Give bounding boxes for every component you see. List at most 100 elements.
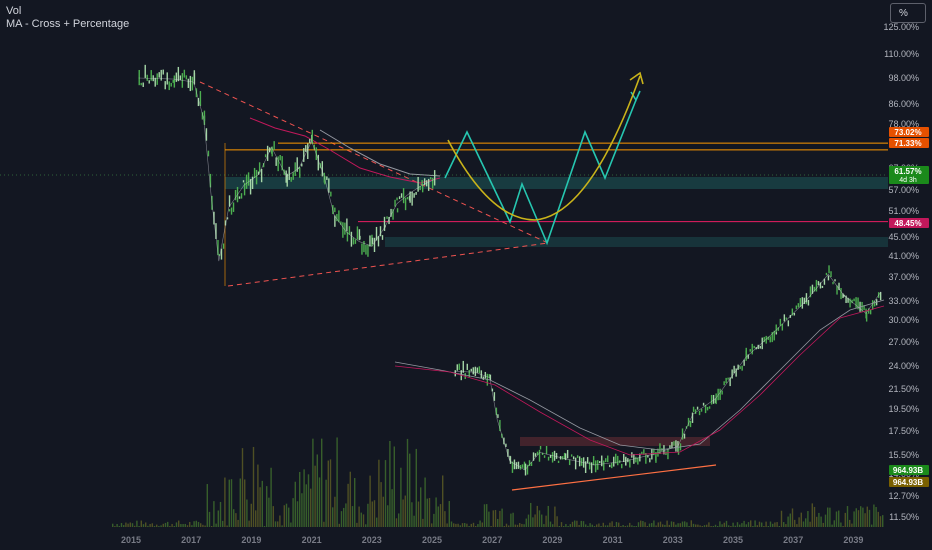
- price-candle: [413, 193, 415, 198]
- price-candle: [228, 209, 231, 212]
- price-candle: [146, 74, 148, 81]
- price-candle: [689, 420, 692, 428]
- price-candle: [834, 279, 836, 282]
- volume-bar: [140, 520, 142, 527]
- volume-bar: [569, 524, 571, 527]
- price-candle: [605, 458, 607, 463]
- price-candle: [245, 174, 248, 189]
- price-candle: [702, 402, 705, 406]
- volume-bar: [442, 475, 444, 527]
- volume-bar: [371, 501, 373, 527]
- price-candle: [545, 445, 548, 455]
- price-candle: [262, 163, 265, 168]
- price-candle: [433, 170, 436, 186]
- price-candle: [207, 150, 210, 157]
- volume-bar: [129, 522, 131, 527]
- price-candle: [838, 282, 840, 291]
- price-candle: [517, 461, 520, 469]
- volume-bar: [732, 522, 734, 527]
- price-candle: [691, 412, 694, 423]
- volume-bar: [211, 526, 213, 527]
- volume-bar: [675, 524, 677, 527]
- price-candle: [551, 452, 554, 463]
- price-candle: [735, 368, 737, 377]
- volume-bar: [248, 520, 250, 527]
- volume-bar: [789, 513, 791, 527]
- price-candle: [671, 441, 673, 449]
- volume-bar: [763, 526, 765, 527]
- price-candle: [177, 66, 180, 82]
- price-candle: [493, 392, 496, 401]
- volume-bar: [868, 509, 871, 527]
- percent-scale-button[interactable]: %: [890, 3, 926, 23]
- price-candle: [549, 454, 552, 458]
- volume-bar: [417, 501, 420, 527]
- volume-bar: [477, 524, 479, 527]
- volume-bar: [153, 525, 156, 527]
- price-candle: [523, 461, 526, 470]
- trendline-descending: [199, 81, 549, 244]
- price-candle: [675, 440, 677, 452]
- price-candle: [873, 300, 876, 307]
- price-candle: [745, 347, 747, 360]
- volume-bar: [769, 521, 772, 527]
- volume-bar: [736, 522, 739, 527]
- price-candle: [863, 305, 865, 311]
- volume-bar: [593, 526, 596, 527]
- price-candle: [175, 72, 178, 82]
- volume-bar: [193, 521, 195, 527]
- price-candle: [761, 337, 763, 350]
- volume-bar: [818, 512, 820, 527]
- price-candle: [869, 309, 872, 315]
- volume-bar: [829, 507, 831, 527]
- price-candle: [521, 464, 524, 468]
- price-candle: [421, 180, 423, 185]
- volume-bar: [776, 522, 778, 527]
- volume-bar: [642, 521, 644, 527]
- volume-bar: [514, 524, 516, 527]
- price-candle: [712, 394, 715, 404]
- volume-bar: [794, 519, 796, 527]
- volume-bar: [413, 515, 415, 527]
- volume-bar: [351, 506, 354, 527]
- price-candle: [729, 377, 731, 387]
- price-candle: [255, 169, 258, 185]
- price-candle: [749, 349, 751, 352]
- price-candle: [743, 359, 745, 366]
- volume-bar: [800, 512, 802, 527]
- volume-bar: [431, 523, 433, 527]
- price-candle: [584, 461, 587, 473]
- price-candle: [484, 371, 487, 379]
- volume-bar: [565, 524, 567, 527]
- volume-bar: [409, 453, 411, 527]
- volume-bar: [164, 522, 167, 527]
- price-candle: [234, 189, 237, 201]
- price-candle: [199, 91, 202, 106]
- price-candle: [574, 457, 577, 470]
- price-candle: [733, 365, 735, 374]
- price-candle: [154, 77, 156, 87]
- volume-bar: [472, 522, 475, 527]
- price-candle: [737, 364, 739, 370]
- volume-bar: [651, 523, 653, 527]
- volume-bar: [244, 479, 246, 527]
- x-tick-label: 2033: [663, 535, 683, 545]
- volume-bar: [679, 523, 681, 527]
- volume-bar: [259, 487, 261, 527]
- volume-bar: [646, 526, 648, 527]
- volume-bar: [204, 525, 206, 527]
- price-candle: [386, 216, 388, 219]
- volume-bar: [571, 521, 574, 527]
- price-candle: [168, 81, 170, 91]
- projection-arrow-yellow: [629, 71, 644, 85]
- volume-bar: [556, 516, 558, 527]
- price-candle: [271, 146, 273, 157]
- volume-bar: [609, 522, 611, 527]
- price-candle: [599, 461, 601, 464]
- volume-bar: [547, 505, 549, 527]
- volume-bar: [644, 522, 646, 527]
- x-tick-label: 2023: [362, 535, 382, 545]
- price-candle: [371, 237, 374, 244]
- volume-bar: [538, 510, 541, 527]
